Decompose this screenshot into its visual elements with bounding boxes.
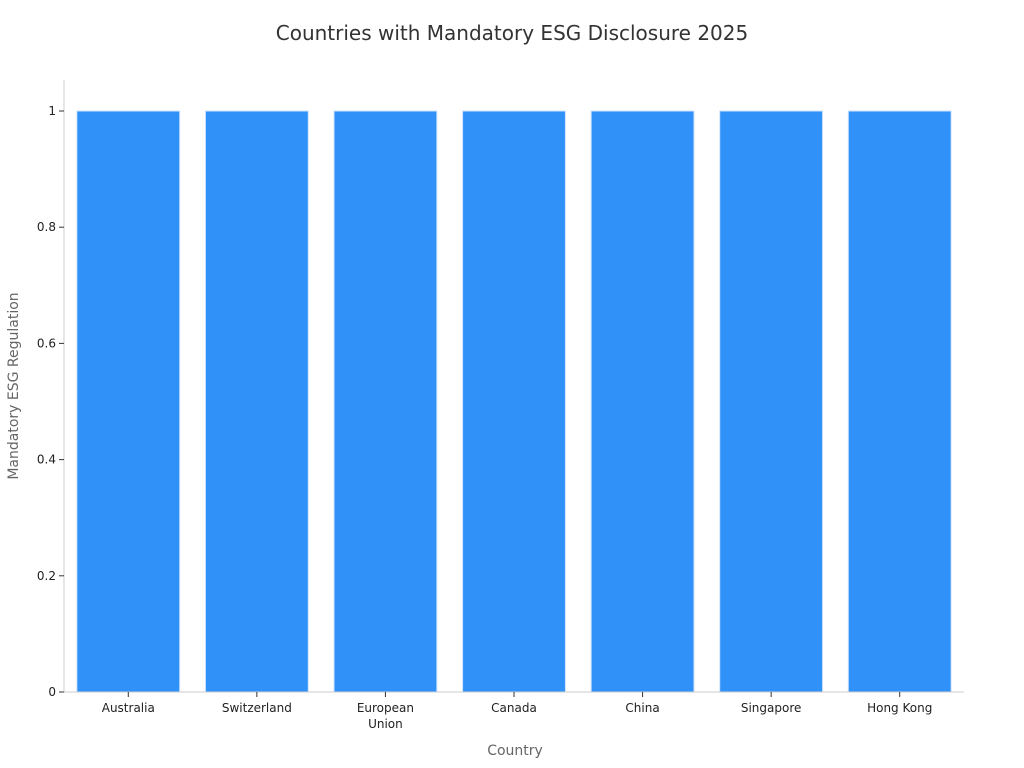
x-axis-label: Country bbox=[487, 743, 543, 759]
y-tick-label: 0.4 bbox=[37, 453, 56, 467]
x-tick-label: Singapore bbox=[741, 701, 802, 715]
x-tick-label: Hong Kong bbox=[867, 701, 932, 715]
bar-canada bbox=[462, 110, 566, 693]
y-tick-label: 0 bbox=[48, 685, 56, 699]
y-tick-label: 0.8 bbox=[37, 220, 56, 234]
bar-singapore bbox=[719, 110, 824, 693]
bar-switzerland bbox=[204, 110, 309, 693]
x-tick-label: European Union bbox=[357, 701, 414, 731]
y-tick-label: 0.6 bbox=[37, 336, 56, 350]
x-tick-label: Australia bbox=[102, 701, 155, 715]
x-tick-label: Canada bbox=[491, 701, 537, 715]
x-tick-label: China bbox=[625, 701, 659, 715]
bar-china bbox=[590, 110, 695, 693]
bar-hong-kong bbox=[847, 110, 952, 693]
bar-australia bbox=[76, 110, 181, 693]
bar-european-union bbox=[333, 110, 438, 693]
bars bbox=[76, 110, 952, 693]
y-axis-label: Mandatory ESG Regulation bbox=[6, 292, 22, 479]
x-tick-label: Switzerland bbox=[222, 701, 292, 715]
y-tick-label: 0.2 bbox=[37, 569, 56, 583]
chart-title: Countries with Mandatory ESG Disclosure … bbox=[276, 21, 748, 45]
x-axis-ticks: Australia Switzerland European Union Canada C… bbox=[102, 692, 932, 731]
y-tick-label: 1 bbox=[48, 104, 56, 118]
y-axis-ticks: 0 0.2 0.4 0.6 0.8 1 bbox=[37, 104, 64, 699]
